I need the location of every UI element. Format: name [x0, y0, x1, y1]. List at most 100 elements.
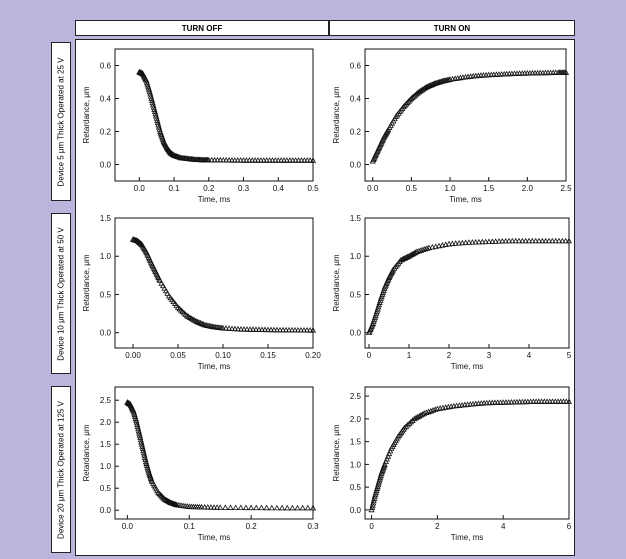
- data-point: [164, 290, 171, 296]
- data-point: [192, 318, 200, 324]
- data-point: [469, 239, 476, 245]
- data-point: [150, 101, 157, 108]
- y-axis-label: Retardance, μm: [82, 86, 91, 143]
- data-point: [154, 117, 161, 123]
- data-point: [141, 451, 148, 458]
- data-point: [307, 157, 314, 163]
- data-point: [505, 237, 513, 244]
- data-point: [400, 103, 407, 110]
- x-tick-label: 1: [407, 351, 412, 360]
- data-point: [309, 504, 317, 511]
- data-point: [291, 326, 299, 333]
- data-point: [282, 326, 290, 333]
- data-point: [138, 440, 145, 447]
- x-axis-label: Time, ms: [198, 362, 231, 371]
- y-tick-label: 0.5: [100, 290, 112, 299]
- data-point: [515, 237, 523, 244]
- data-point: [276, 326, 284, 333]
- data-point: [445, 240, 453, 247]
- data-point: [432, 406, 439, 412]
- y-tick-label: 0.6: [350, 62, 362, 71]
- data-point: [479, 238, 486, 245]
- data-point: [248, 504, 255, 511]
- data-point: [304, 157, 311, 163]
- y-tick-label: 0.0: [350, 506, 362, 515]
- data-point: [249, 157, 256, 163]
- data-point: [132, 413, 139, 420]
- data-point: [427, 407, 434, 414]
- plot-frame: [364, 386, 570, 520]
- data-point: [154, 119, 161, 126]
- data-point: [194, 318, 201, 325]
- data-point: [415, 247, 423, 254]
- data-point: [136, 432, 143, 438]
- data-point: [217, 156, 224, 163]
- data-point: [404, 421, 411, 428]
- data-point: [142, 458, 150, 465]
- y-tick-label: 0.0: [350, 161, 362, 170]
- data-point: [495, 238, 503, 244]
- y-tick-label: 2.5: [350, 392, 362, 401]
- x-tick-label: 2.0: [522, 184, 534, 193]
- y-tick-label: 0.2: [100, 128, 112, 137]
- data-point: [522, 237, 529, 244]
- data-point: [246, 157, 253, 163]
- y-axis-label: Retardance, μm: [82, 424, 91, 481]
- y-tick-label: 0.5: [350, 483, 362, 492]
- data-point: [231, 157, 238, 163]
- y-tick-label: 0.4: [100, 95, 112, 104]
- y-tick-label: 0.5: [100, 484, 112, 493]
- data-point: [273, 504, 280, 511]
- data-point: [130, 407, 137, 414]
- data-point: [288, 326, 296, 333]
- data-point: [421, 410, 428, 416]
- data-point: [130, 409, 138, 416]
- data-point: [425, 244, 433, 251]
- data-point: [223, 156, 230, 163]
- data-point: [423, 409, 430, 415]
- data-point: [144, 464, 151, 470]
- row-label-2: Device 10 μm Thick Operated at 50 V: [51, 213, 71, 374]
- data-point: [425, 408, 432, 415]
- data-point: [131, 411, 138, 418]
- data-point: [252, 157, 259, 163]
- data-point: [143, 77, 150, 83]
- data-point: [278, 157, 285, 163]
- x-tick-label: 0.3: [238, 184, 250, 193]
- data-point: [153, 112, 160, 119]
- y-tick-label: 1.0: [100, 462, 112, 471]
- data-point: [381, 461, 388, 467]
- data-point: [559, 237, 566, 244]
- plot-frame: [114, 386, 314, 520]
- data-point: [565, 398, 573, 404]
- data-point: [254, 157, 262, 163]
- y-tick-label: 0.5: [350, 290, 362, 299]
- y-tick-label: 0.4: [350, 95, 362, 104]
- y-axis-label: Retardance, μm: [82, 254, 91, 311]
- chart-row2-on: 0 1 2 3 4 5 0.0 0.5 1.0 1.5 Time, ms Retardance, μm: [332, 214, 573, 371]
- x-tick-label: 4: [527, 351, 532, 360]
- data-point: [158, 280, 165, 286]
- data-point: [151, 106, 158, 112]
- y-tick-label: 0.2: [350, 128, 362, 137]
- data-point: [406, 420, 413, 426]
- data-point: [242, 504, 250, 511]
- data-point: [161, 285, 168, 291]
- data-point: [210, 504, 218, 510]
- data-point: [485, 238, 493, 245]
- data-point: [562, 69, 570, 75]
- data-point: [292, 157, 299, 163]
- plot-frame: [364, 48, 567, 182]
- data-point: [549, 237, 556, 244]
- data-point: [285, 326, 293, 333]
- x-tick-label: 0.5: [406, 184, 418, 193]
- data-point: [532, 237, 539, 244]
- data-point: [429, 243, 436, 250]
- data-point: [143, 460, 150, 466]
- data-point: [275, 157, 282, 163]
- data-point: [405, 98, 412, 104]
- data-point: [512, 237, 519, 244]
- data-point: [489, 238, 496, 244]
- row-label-3-text: Device 20 μm Thick Operated at 125 V: [56, 400, 66, 539]
- data-point: [137, 436, 144, 443]
